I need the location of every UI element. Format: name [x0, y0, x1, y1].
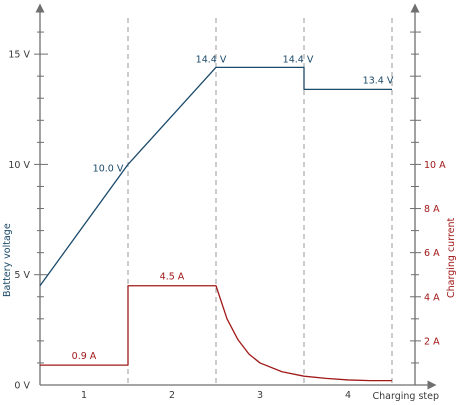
- left-tick-label: 5 V: [14, 270, 30, 281]
- left-tick-label: 0 V: [14, 381, 30, 392]
- step-label-1: 1: [81, 390, 87, 401]
- x-axis-title: Charging step: [372, 391, 439, 402]
- step-label-3: 3: [257, 390, 263, 401]
- right-tick-label: 8 A: [424, 204, 440, 215]
- axes: [35, 3, 437, 390]
- series-lines: [39, 66, 392, 382]
- right-tick-label: 6 A: [424, 248, 440, 259]
- right-tick-label: 4 A: [424, 292, 440, 303]
- right-y-axis-title: Charging current: [446, 217, 457, 298]
- battery-voltage-line: [39, 66, 392, 287]
- current-data-label: 4.5 A: [160, 272, 185, 283]
- right-tick-label: 2 A: [424, 336, 440, 347]
- right-tick-label: 10 A: [424, 160, 446, 171]
- left-y-axis-title: Battery voltage: [2, 223, 13, 297]
- voltage-data-label: 14.4 V: [196, 54, 227, 65]
- step-dividers: [127, 18, 393, 385]
- left-tick-label: 10 V: [8, 160, 30, 171]
- voltage-data-label: 10.0 V: [93, 163, 124, 174]
- voltage-data-label: 14.4 V: [283, 54, 314, 65]
- voltage-data-label: 13.4 V: [363, 75, 394, 86]
- step-label-4: 4: [345, 390, 351, 401]
- axis-ticks: 0 V 5 V 10 V 15 V 2 A 4 A 6 A 8 A 10 A 1 2 3 4: [8, 31, 446, 401]
- step-label-2: 2: [169, 390, 175, 401]
- data-labels: 10.0 V 14.4 V 14.4 V 13.4 V 0.9 A 4.5 A: [72, 54, 394, 362]
- current-data-label: 0.9 A: [72, 351, 97, 362]
- charging-current-line: [40, 285, 392, 382]
- left-tick-label: 15 V: [8, 50, 30, 61]
